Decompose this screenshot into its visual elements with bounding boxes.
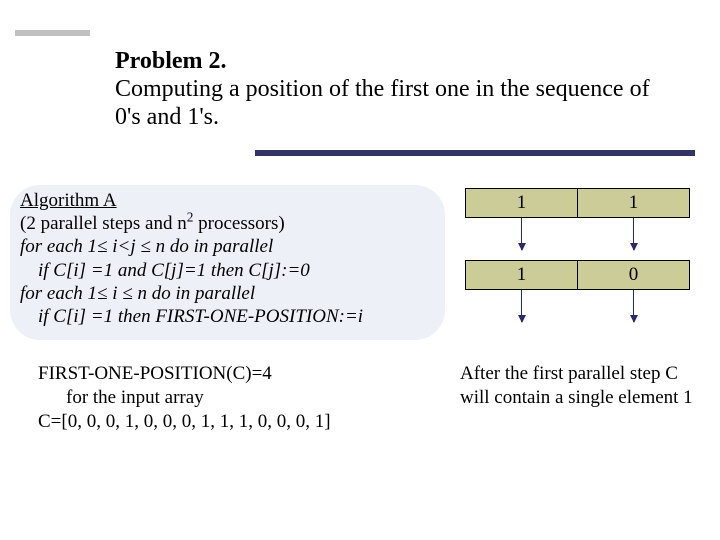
diagram-caption: After the first parallel step C will con… — [460, 362, 695, 410]
cell-1-1: 1 — [466, 189, 578, 217]
algo-line1-b: i<j — [107, 236, 140, 257]
algo-sub-prefix: (2 parallel steps and n — [20, 213, 187, 234]
example-text: FIRST-ONE-POSITION(C)=4 for the input ar… — [38, 362, 433, 433]
arrow-icon — [521, 290, 522, 322]
arrow-icon — [633, 290, 634, 322]
example-line3: C=[0, 0, 0, 1, 0, 0, 0, 1, 1, 1, 0, 0, 0… — [38, 410, 433, 434]
le-4: ≤ — [122, 283, 132, 304]
le-1: ≤ — [97, 236, 107, 257]
algo-sub-suffix: processors) — [193, 213, 284, 234]
arrows-step2 — [465, 290, 690, 332]
problem-title: Problem 2. — [115, 48, 227, 75]
algo-line3: for each 1≤ i ≤ n do in parallel — [20, 282, 435, 305]
array-row-2: 1 0 — [465, 260, 690, 290]
arrow-icon — [633, 218, 634, 250]
algorithm-box: Algorithm A (2 parallel steps and n2 pro… — [10, 185, 445, 340]
example-line2: for the input array — [38, 386, 433, 410]
algo-line3-c: n do in parallel — [133, 283, 255, 304]
le-2: ≤ — [140, 236, 150, 257]
arrow-icon — [521, 218, 522, 250]
algo-line3-a: for each 1 — [20, 283, 97, 304]
cell-2-2: 0 — [578, 261, 689, 289]
algorithm-title: Algorithm A — [20, 189, 435, 212]
algorithm-subtitle: (2 parallel steps and n2 processors) — [20, 212, 435, 235]
cell-2-1: 1 — [466, 261, 578, 289]
problem-subtitle: Computing a position of the first one in… — [115, 76, 675, 131]
header-accent-dark — [255, 150, 695, 156]
algo-line1: for each 1≤ i<j ≤ n do in parallel — [20, 235, 435, 258]
le-3: ≤ — [97, 283, 107, 304]
cell-1-2: 1 — [578, 189, 689, 217]
algo-line1-a: for each 1 — [20, 236, 97, 257]
algo-line1-c: n do in parallel — [151, 236, 273, 257]
array-row-1: 1 1 — [465, 188, 690, 218]
arrows-step1 — [465, 218, 690, 260]
example-line1: FIRST-ONE-POSITION(C)=4 — [38, 362, 433, 386]
algo-line3-b: i — [107, 283, 122, 304]
header-accent-light — [15, 30, 90, 36]
algo-line4: if C[i] =1 then FIRST-ONE-POSITION:=i — [20, 305, 435, 328]
algo-line2: if C[i] =1 and C[j]=1 then C[j]:=0 — [20, 259, 435, 282]
